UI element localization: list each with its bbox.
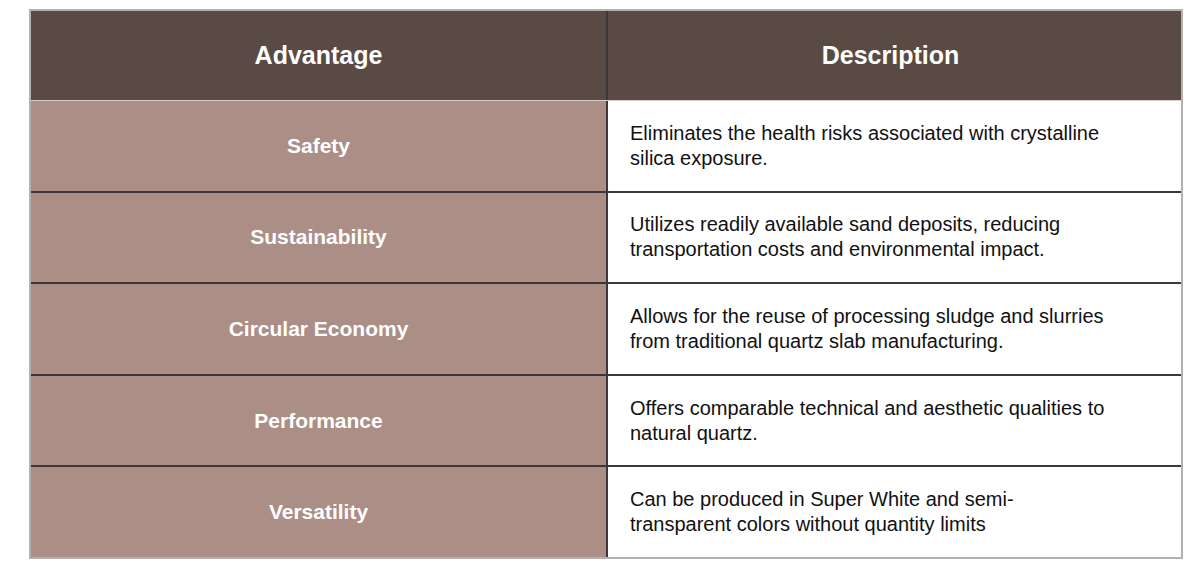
description-cell: Offers comparable technical and aestheti… [606, 376, 1181, 466]
description-text: Eliminates the health risks associated w… [630, 121, 1099, 171]
advantage-cell: Sustainability [31, 193, 606, 283]
description-text: Allows for the reuse of processing sludg… [630, 304, 1104, 354]
advantage-label: Sustainability [250, 225, 387, 249]
table-row: Sustainability Utilizes readily availabl… [31, 191, 1181, 283]
header-cell-description: Description [606, 11, 1181, 100]
table-row: Versatility Can be produced in Super Whi… [31, 465, 1181, 557]
description-cell: Allows for the reuse of processing sludg… [606, 284, 1181, 374]
description-cell: Utilizes readily available sand deposits… [606, 193, 1181, 283]
description-cell: Eliminates the health risks associated w… [606, 101, 1181, 191]
description-text: Can be produced in Super White and semi-… [630, 487, 1014, 537]
table-row: Safety Eliminates the health risks assoc… [31, 101, 1181, 191]
advantage-cell: Performance [31, 376, 606, 466]
description-text: Utilizes readily available sand deposits… [630, 212, 1060, 262]
advantage-cell: Circular Economy [31, 284, 606, 374]
advantage-cell: Safety [31, 101, 606, 191]
advantages-table: Advantage Description Safety Eliminates … [29, 9, 1183, 559]
column-header-description: Description [822, 41, 960, 70]
table-header-row: Advantage Description [31, 11, 1181, 101]
description-text: Offers comparable technical and aestheti… [630, 396, 1104, 446]
description-cell: Can be produced in Super White and semi-… [606, 467, 1181, 557]
table-row: Performance Offers comparable technical … [31, 374, 1181, 466]
advantage-label: Safety [287, 134, 350, 158]
header-cell-advantage: Advantage [31, 11, 606, 100]
advantage-cell: Versatility [31, 467, 606, 557]
advantage-label: Versatility [269, 500, 368, 524]
advantage-label: Circular Economy [229, 317, 409, 341]
advantage-label: Performance [254, 409, 382, 433]
column-header-advantage: Advantage [255, 41, 383, 70]
table-row: Circular Economy Allows for the reuse of… [31, 282, 1181, 374]
